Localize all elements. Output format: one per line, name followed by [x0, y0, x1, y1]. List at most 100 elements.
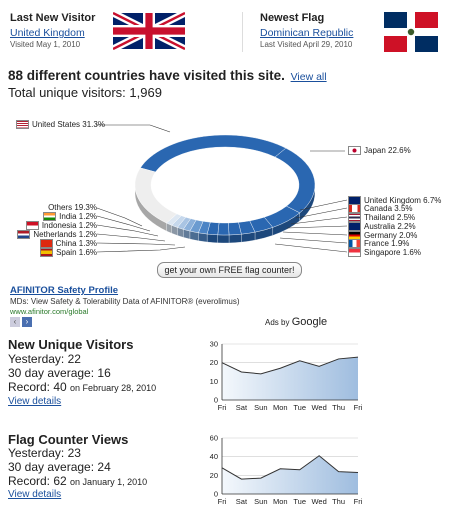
last-visitor-date: Visited May 1, 2010 [10, 40, 81, 49]
australia-flag-icon [348, 222, 361, 231]
flag-views-record: Record: 62 on January 1, 2010 [8, 474, 147, 488]
pie-slice-others [134, 167, 178, 224]
uk-flag-icon [113, 12, 185, 50]
x-tick-label: Thu [332, 497, 345, 506]
area-line [221, 356, 359, 375]
spain-flag-icon [40, 248, 54, 257]
ad-next-button[interactable]: › [22, 317, 32, 327]
legend-china: China 1.3% [0, 239, 97, 248]
legend-canada: Canada 3.5% [348, 204, 413, 213]
japan-flag-icon [348, 146, 361, 155]
country-pie-chart [96, 124, 348, 253]
pie-slice-japan [274, 147, 316, 214]
y-tick-label: 20 [210, 471, 218, 480]
view-all-link[interactable]: View all [290, 71, 327, 83]
ad-url[interactable]: www.afinitor.com/global [10, 307, 89, 316]
last-visitor-country-link[interactable]: United Kingdom [10, 27, 85, 39]
legend-australia: Australia 2.2% [348, 222, 416, 231]
us-flag-icon [16, 120, 29, 129]
flag-views-chart: 0 20 40 60 Fri Sat Sun Mon Tue Wed Thu Fri [210, 434, 363, 507]
ad-title-link[interactable]: AFINITOR Safety Profile [10, 285, 119, 296]
header-divider [242, 12, 243, 52]
legend-thailand: Thailand 2.5% [348, 213, 415, 222]
pie-leader-lines [96, 124, 348, 253]
newest-flag-country-link[interactable]: Dominican Republic [260, 27, 354, 39]
new-visitors-record: Record: 40 on February 28, 2010 [8, 380, 156, 394]
flag-views-record-date: on January 1, 2010 [70, 477, 148, 487]
dominican-republic-flag-icon [384, 12, 438, 52]
pie-slices [134, 134, 316, 244]
pie-slice-side [217, 234, 230, 244]
pie-slice-germany [217, 222, 230, 236]
canada-flag-icon [348, 204, 361, 213]
flag-views-average: 30 day average: 24 [8, 460, 111, 474]
pie-slice-united-states [140, 134, 287, 173]
x-tick-label: Mon [273, 403, 288, 412]
netherlands-flag-icon [17, 230, 31, 239]
legend-netherlands: Netherlands 1.2% [0, 230, 97, 239]
y-tick-label: 10 [210, 377, 218, 386]
x-tick-label: Thu [332, 403, 345, 412]
x-tick-label: Wed [311, 403, 326, 412]
thailand-flag-icon [348, 213, 361, 222]
ad-prev-button[interactable]: ‹ [10, 317, 20, 327]
legend-united-states: United States 31.3% [16, 120, 105, 129]
new-visitors-chart: 0 10 20 30 Fri Sat Sun Mon Tue Wed Thu Fri [210, 340, 363, 413]
ads-by-google[interactable]: Ads by Google [265, 316, 328, 328]
area-fill [222, 357, 358, 400]
y-tick-label: 60 [210, 434, 218, 443]
flag-views-view-details[interactable]: View details [8, 489, 62, 500]
india-flag-icon [43, 212, 57, 221]
flag-views-record-value: Record: 62 [8, 474, 67, 488]
pie-slice-side [198, 232, 208, 243]
new-visitors-yesterday: Yesterday: 22 [8, 352, 81, 366]
new-visitors-record-date: on February 28, 2010 [70, 383, 157, 393]
flag-views-yesterday: Yesterday: 23 [8, 446, 81, 460]
x-tick-label: Tue [293, 497, 306, 506]
x-tick-label: Sat [236, 403, 248, 412]
pie-slice-side [206, 233, 218, 243]
new-visitors-view-details[interactable]: View details [8, 396, 62, 407]
ad-description: MDs: View Safety & Tolerability Data of … [10, 297, 240, 306]
x-tick-label: Sat [236, 497, 248, 506]
free-flag-counter-button[interactable]: get your own FREE flag counter! [157, 262, 302, 278]
legend-france: France 1.9% [348, 239, 409, 248]
area-fill [222, 455, 358, 494]
singapore-flag-icon [348, 248, 361, 257]
countries-headline-text: 88 different countries have visited this… [8, 68, 285, 83]
total-visitors: Total unique visitors: 1,969 [8, 85, 162, 100]
countries-headline: 88 different countries have visited this… [8, 68, 327, 83]
x-tick-label: Sun [254, 497, 267, 506]
y-tick-label: 20 [210, 358, 218, 367]
x-tick-label: Fri [218, 403, 227, 412]
newest-flag-title: Newest Flag [260, 12, 325, 24]
x-tick-label: Mon [273, 497, 288, 506]
x-tick-label: Tue [293, 403, 306, 412]
area-line [221, 455, 359, 480]
china-flag-icon [39, 239, 53, 248]
last-visitor-title: Last New Visitor [10, 12, 96, 24]
y-tick-label: 0 [214, 490, 218, 499]
x-tick-label: Fri [218, 497, 227, 506]
legend-japan: Japan 22.6% [348, 146, 411, 155]
legend-spain: Spain 1.6% [0, 248, 97, 257]
y-tick-label: 30 [210, 340, 218, 349]
pie-slice-side [228, 233, 242, 244]
y-tick-label: 40 [210, 452, 218, 461]
x-tick-label: Wed [311, 497, 326, 506]
new-visitors-average: 30 day average: 16 [8, 366, 111, 380]
indonesia-flag-icon [25, 221, 39, 230]
new-visitors-title: New Unique Visitors [8, 337, 134, 352]
x-tick-label: Fri [354, 403, 363, 412]
legend-india: India 1.2% [0, 212, 97, 221]
france-flag-icon [348, 239, 361, 248]
legend-indonesia: Indonesia 1.2% [0, 221, 97, 230]
x-tick-label: Fri [354, 497, 363, 506]
flag-views-title: Flag Counter Views [8, 432, 129, 447]
x-tick-label: Sun [254, 403, 267, 412]
newest-flag-date: Last Visited April 29, 2010 [260, 40, 353, 49]
y-tick-label: 0 [214, 396, 218, 405]
google-logo: Google [291, 316, 328, 328]
new-visitors-record-value: Record: 40 [8, 380, 67, 394]
legend-singapore: Singapore 1.6% [348, 248, 421, 257]
